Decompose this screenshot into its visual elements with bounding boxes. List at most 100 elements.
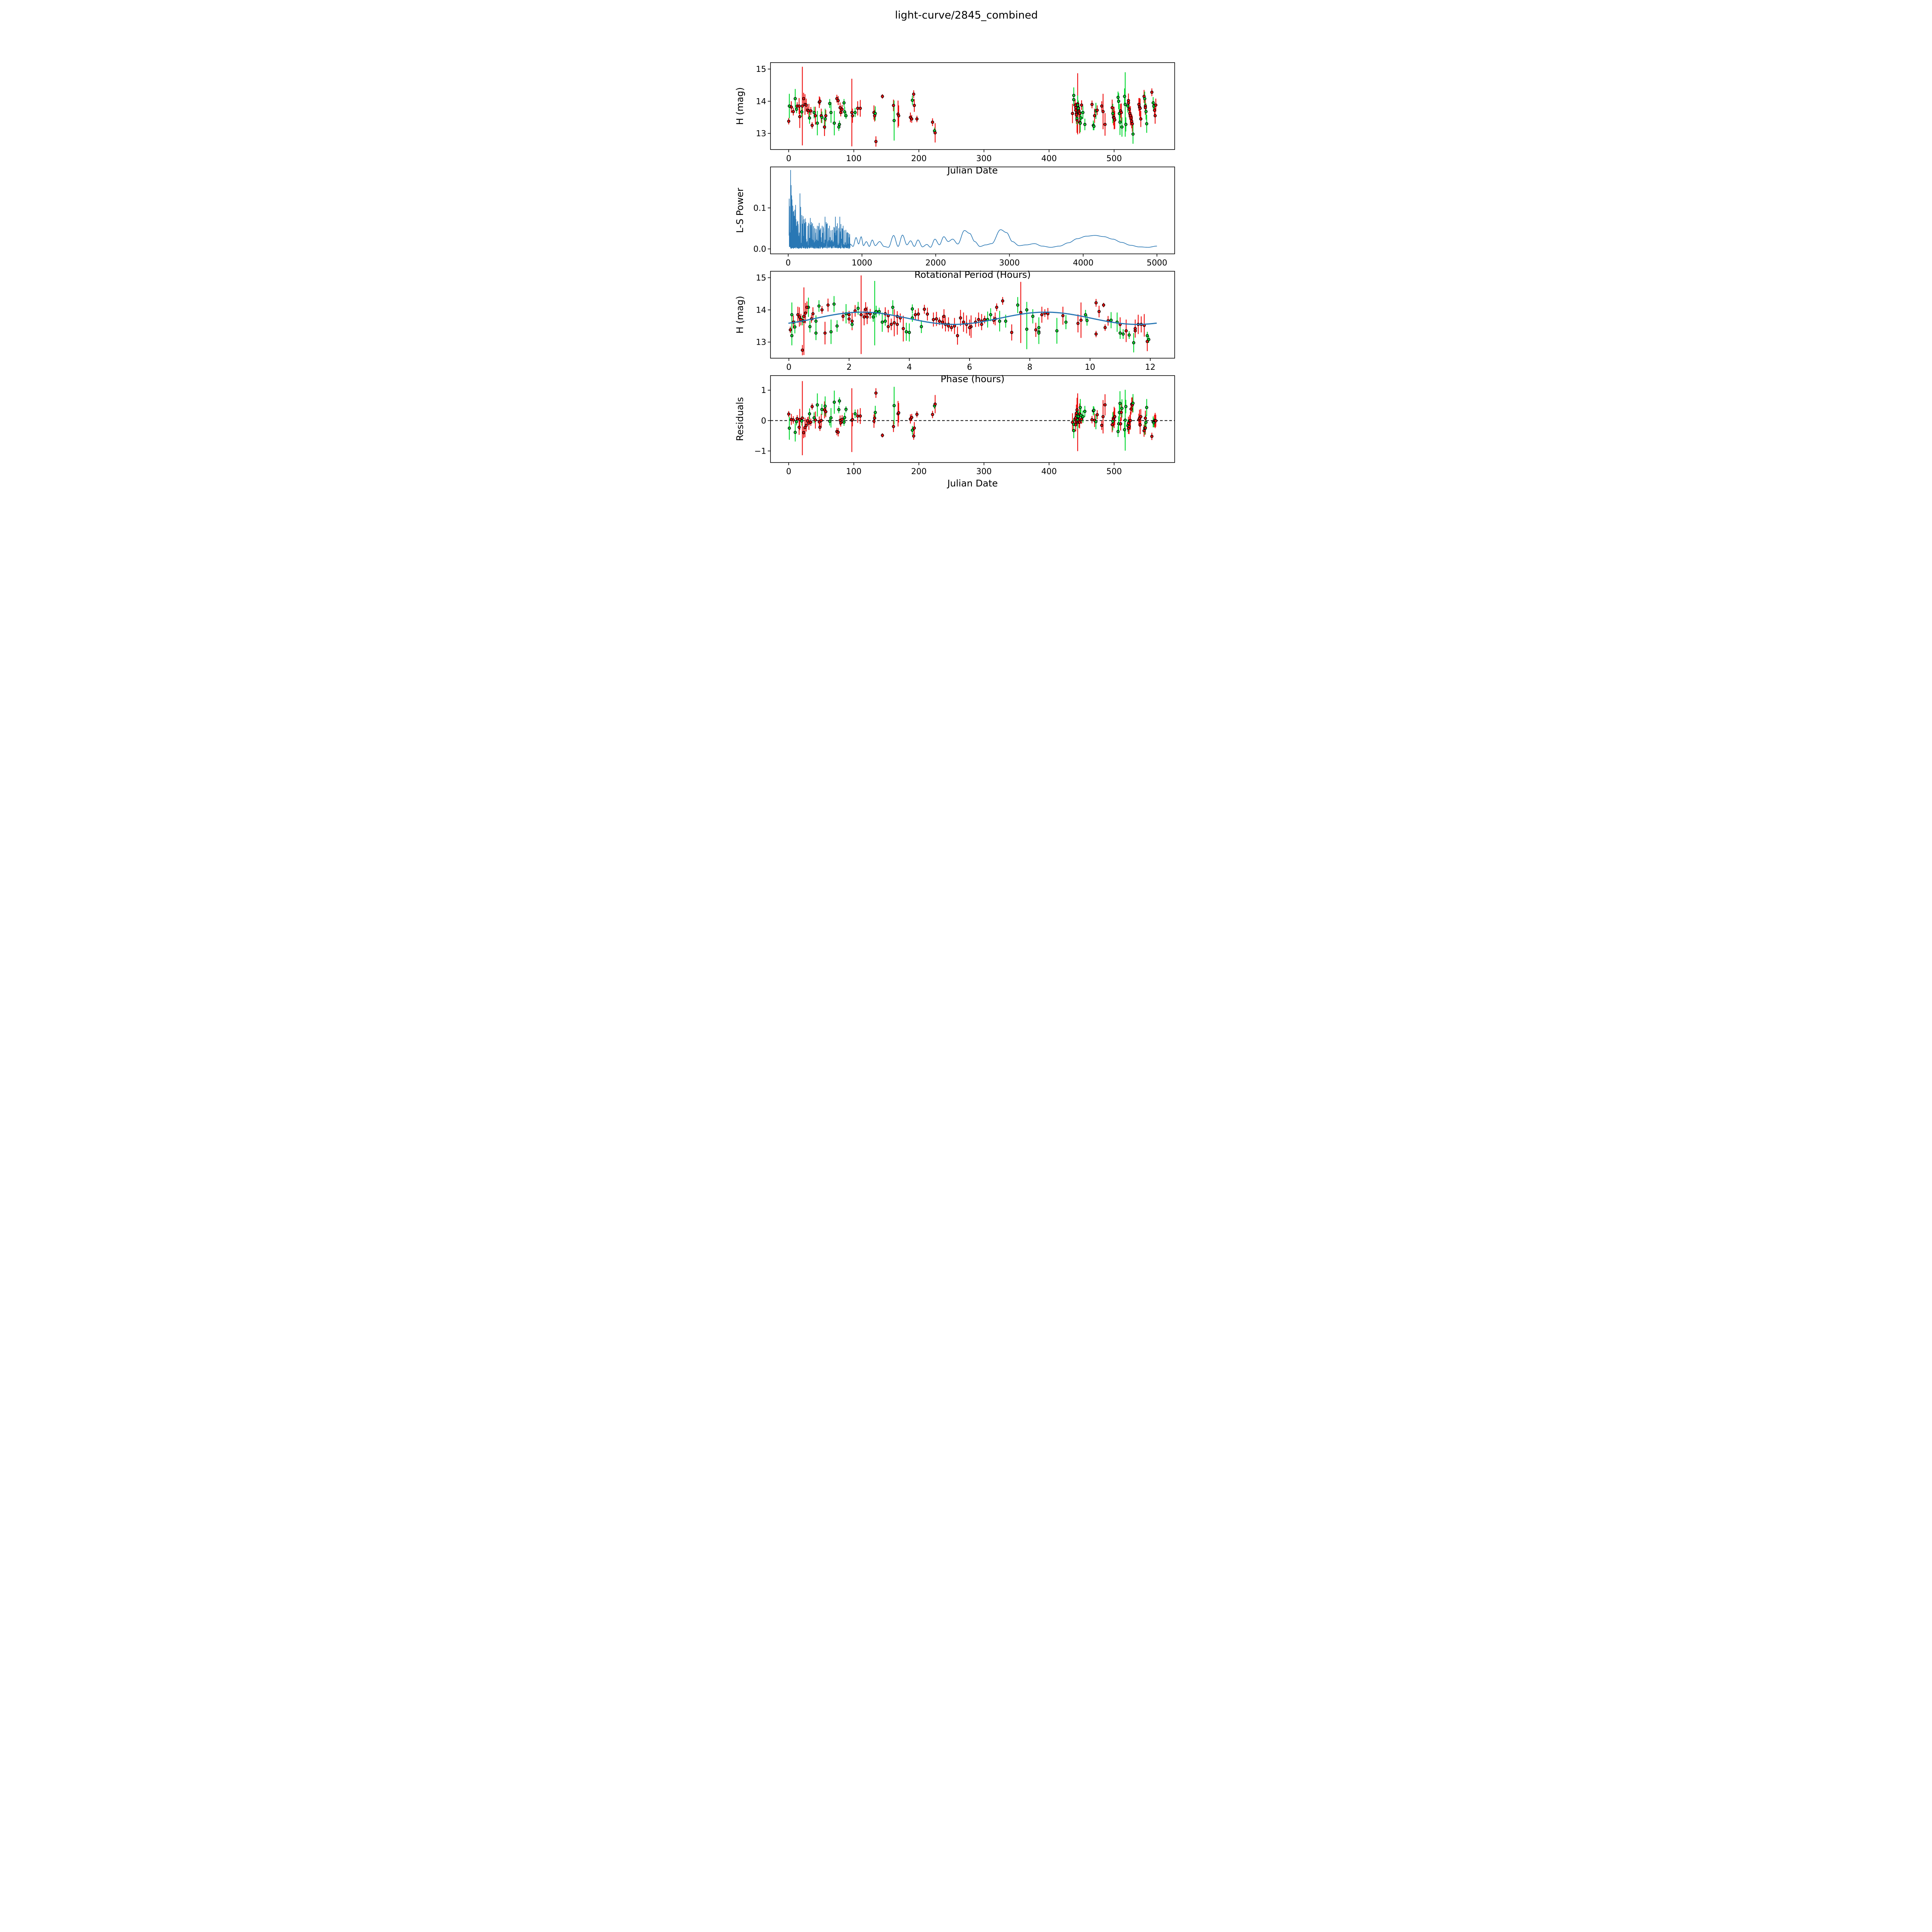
data-point-green <box>911 429 914 432</box>
model-fit-curve <box>788 311 1157 325</box>
data-point-green <box>1077 107 1080 110</box>
data-point-red <box>820 419 823 422</box>
x-tick-label: 200 <box>911 467 927 476</box>
data-point-red <box>1095 109 1099 112</box>
data-point-red <box>873 416 876 420</box>
data-point-red <box>1119 411 1123 414</box>
data-point-green <box>1075 117 1079 120</box>
data-point-red <box>901 327 905 330</box>
data-point-green <box>1004 320 1007 323</box>
data-point-red <box>1094 332 1098 336</box>
data-point-red <box>1034 328 1037 332</box>
data-point-red <box>1144 426 1147 430</box>
figure-title: light-curve/2845_combined <box>895 9 1038 21</box>
data-point-red <box>787 119 791 123</box>
x-tick-label: 400 <box>1041 154 1057 163</box>
x-tick-label: 8 <box>1027 362 1032 372</box>
data-point-red <box>1076 321 1080 325</box>
data-point-green <box>790 334 794 337</box>
data-point-red <box>859 313 863 316</box>
data-point-red <box>839 111 843 114</box>
data-point-green <box>871 315 875 319</box>
data-point-green <box>1116 95 1120 99</box>
data-point-red <box>809 420 813 424</box>
data-point-green <box>828 420 832 423</box>
data-point-red <box>1127 425 1131 428</box>
panel-residuals: 0 100 200 300 400 500 −1 0 1 Julian Date Residuals <box>735 375 1175 489</box>
data-point-red <box>980 323 983 326</box>
data-point-green <box>829 330 833 333</box>
data-point-green <box>1081 111 1085 114</box>
data-point-green <box>1077 415 1080 418</box>
data-point-green <box>793 325 797 329</box>
data-point-red <box>840 107 844 111</box>
data-point-red <box>814 418 817 422</box>
y-tick-label: 0.0 <box>753 245 766 254</box>
data-point-red <box>856 107 859 110</box>
x-tick-label: 4 <box>907 362 912 372</box>
figure-canvas: light-curve/2845_combined 0 100 200 300 400 5… <box>735 9 1175 489</box>
data-point-red <box>850 320 854 323</box>
data-point-green <box>1131 401 1135 405</box>
data-point-red <box>1100 104 1104 108</box>
data-point-red <box>1074 423 1078 427</box>
data-point-red <box>851 418 854 422</box>
data-point-green <box>844 408 848 411</box>
data-point-red <box>1119 111 1123 114</box>
y-axis-label: H (mag) <box>735 87 745 125</box>
data-point-red <box>938 320 941 323</box>
data-point-green <box>1016 303 1020 307</box>
data-point-green <box>1084 313 1087 316</box>
data-point-red <box>847 313 851 316</box>
data-point-red <box>804 103 808 107</box>
data-point-red <box>1137 103 1141 106</box>
x-tick-label: 500 <box>1106 467 1122 476</box>
data-point-red <box>874 391 878 395</box>
data-point-red <box>1073 103 1077 107</box>
data-point-green <box>820 116 824 119</box>
x-tick-label: 2 <box>847 362 852 372</box>
data-point-green <box>793 430 797 434</box>
data-point-red <box>1130 119 1133 123</box>
data-point-red <box>923 308 926 311</box>
data-point-green <box>808 325 812 328</box>
data-point-green <box>1143 97 1146 100</box>
data-point-red <box>1103 122 1107 126</box>
data-point-red <box>896 323 899 326</box>
data-point-red <box>1144 106 1147 109</box>
data-point-red <box>851 114 854 117</box>
data-point-red <box>1138 423 1142 427</box>
data-point-red <box>823 331 827 335</box>
data-point-red <box>1103 326 1107 329</box>
data-point-green <box>844 114 848 117</box>
data-point-green <box>838 122 841 126</box>
data-point-green <box>829 416 833 420</box>
data-point-red <box>1075 113 1078 117</box>
data-point-green <box>892 119 896 122</box>
data-point-red <box>913 313 917 316</box>
data-point-red <box>1113 118 1117 122</box>
data-point-red <box>1010 331 1014 334</box>
data-point-green <box>1092 124 1096 128</box>
data-point-red <box>859 107 862 110</box>
data-point-green <box>1025 308 1029 312</box>
data-point-red <box>840 418 844 421</box>
data-point-red <box>847 317 851 321</box>
x-tick-label: 1000 <box>852 258 872 267</box>
x-tick-label: 100 <box>846 154 862 163</box>
data-point-red <box>1144 417 1147 420</box>
data-point-red <box>796 417 799 420</box>
data-point-red <box>796 313 800 316</box>
data-point-green <box>1123 103 1127 106</box>
data-point-red <box>892 104 895 107</box>
x-tick-label: 0 <box>786 467 791 476</box>
data-point-green <box>828 102 832 105</box>
data-point-red <box>1071 112 1074 115</box>
x-tick-label: 0 <box>786 154 791 163</box>
data-point-red <box>892 425 895 429</box>
data-point-green <box>1072 98 1076 101</box>
data-point-red <box>1046 312 1050 316</box>
x-tick-label: 4000 <box>1073 258 1094 267</box>
data-point-green <box>842 101 846 105</box>
data-point-red <box>798 315 801 319</box>
